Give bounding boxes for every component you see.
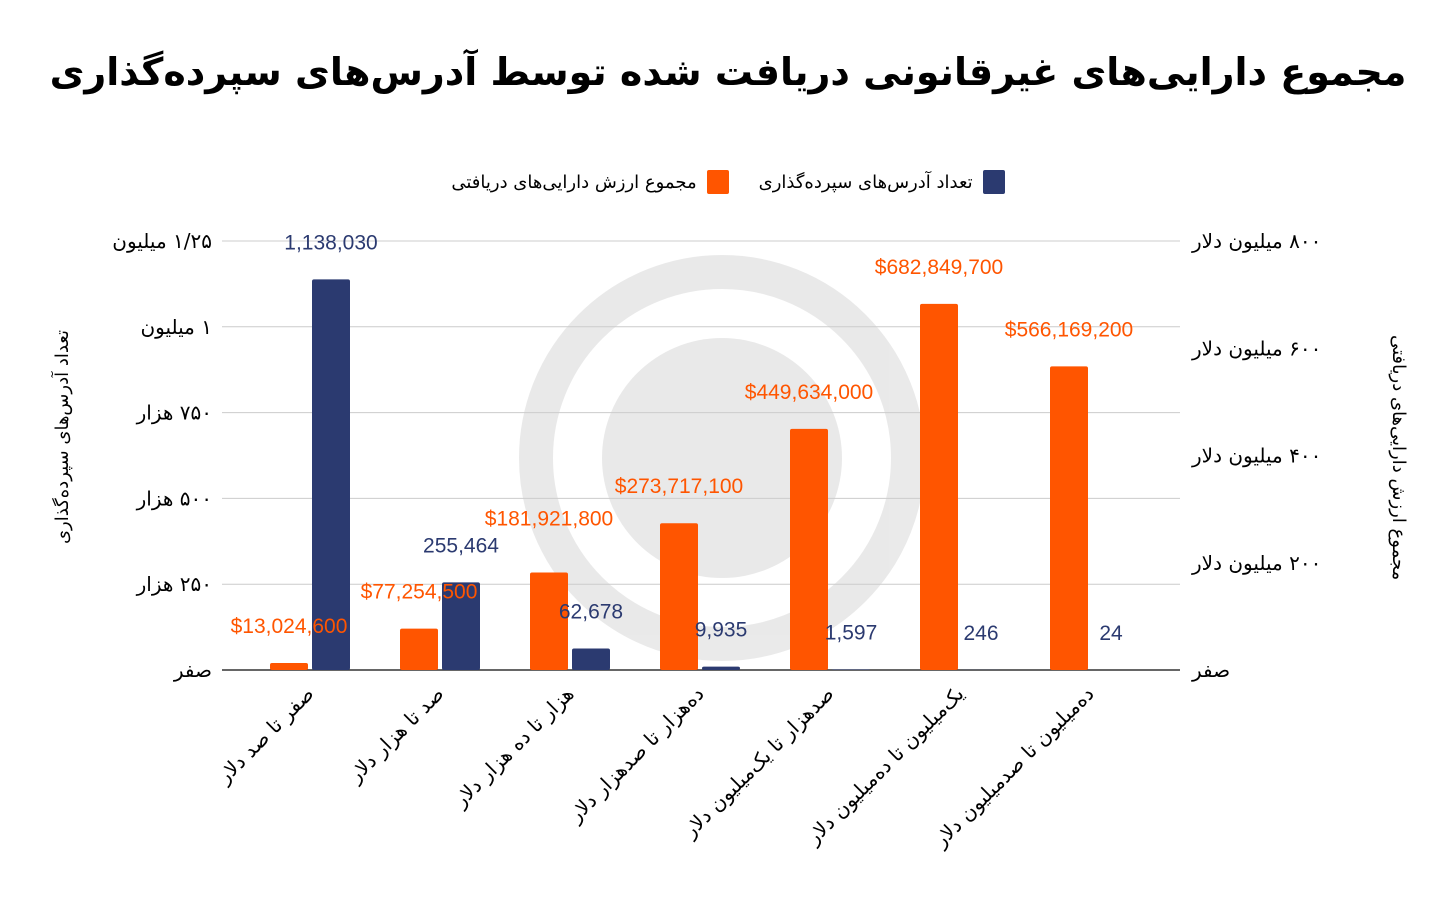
data-label-address-count: 255,464 (423, 534, 499, 557)
data-label-total-value: $181,921,800 (485, 507, 613, 530)
left-tick-label: ۱ میلیون (140, 315, 212, 339)
data-label-total-value: $13,024,600 (231, 615, 348, 638)
right-tick-label: ۲۰۰ میلیون دلار (1191, 551, 1321, 575)
left-tick-label: ۱/۲۵ میلیون (112, 229, 212, 253)
bar-total-value (1050, 366, 1088, 670)
bar-total-value (270, 663, 308, 670)
chart-title: مجموع دارایی‌های غیرقانونی دریافت شده تو… (49, 50, 1407, 94)
legend-item-total-value[interactable]: مجموع ارزش دارایی‌های دریافتی (451, 170, 729, 194)
data-label-address-count: 1,138,030 (284, 231, 377, 254)
bar-address-count (312, 279, 350, 670)
legend-swatch-navy (982, 170, 1005, 194)
data-label-address-count: 62,678 (559, 600, 623, 623)
left-tick-label: ۵۰۰ هزار (136, 486, 212, 510)
right-axis-title: مجموع ارزش دارایی‌های دریافتی (1388, 335, 1409, 581)
data-label-total-value: $682,849,700 (875, 256, 1003, 279)
legend-swatch-orange (706, 170, 729, 194)
right-tick-label: صفر (1191, 658, 1230, 682)
data-label-address-count: 9,935 (695, 619, 748, 642)
bar-total-value (920, 303, 958, 670)
legend: تعداد آدرس‌های سپرده‌گذاری مجموع ارزش دا… (0, 170, 1456, 194)
data-label-total-value: $449,634,000 (745, 381, 873, 404)
bar-total-value (530, 572, 568, 670)
left-tick-label: ۲۵۰ هزار (136, 572, 212, 596)
data-label-address-count: 24 (1099, 622, 1123, 645)
right-tick-label: ۸۰۰ میلیون دلار (1191, 229, 1321, 253)
watermark-logo (519, 255, 925, 661)
right-tick-label: ۶۰۰ میلیون دلار (1191, 336, 1321, 360)
bar-address-count (572, 648, 610, 670)
bar-total-value (660, 523, 698, 670)
data-label-address-count: 1,597 (825, 621, 878, 644)
legend-label: تعداد آدرس‌های سپرده‌گذاری (758, 171, 973, 193)
data-label-address-count: 246 (963, 622, 998, 645)
bar-total-value (400, 628, 438, 670)
category-label: صفر تا صد دلار (212, 682, 319, 789)
category-label: هزار تا ده هزار دلار (448, 682, 579, 813)
data-label-total-value: $566,169,200 (1005, 318, 1133, 341)
bar-address-count (702, 666, 740, 670)
category-label: صد تا هزار دلار (342, 682, 448, 788)
bar-address-count (442, 582, 480, 670)
bar-address-count (832, 669, 870, 670)
data-label-total-value: $77,254,500 (361, 581, 478, 604)
legend-label: مجموع ارزش دارایی‌های دریافتی (451, 171, 697, 193)
right-tick-label: ۴۰۰ میلیون دلار (1191, 444, 1321, 468)
category-label: ده‌هزار تا صدهزار دلار (563, 682, 709, 828)
left-tick-label: صفر (173, 658, 212, 682)
data-label-total-value: $273,717,100 (615, 475, 743, 498)
legend-item-address-count[interactable]: تعداد آدرس‌های سپرده‌گذاری (759, 170, 1005, 194)
bar-total-value (790, 428, 828, 670)
left-tick-label: ۷۵۰ هزار (136, 401, 212, 425)
